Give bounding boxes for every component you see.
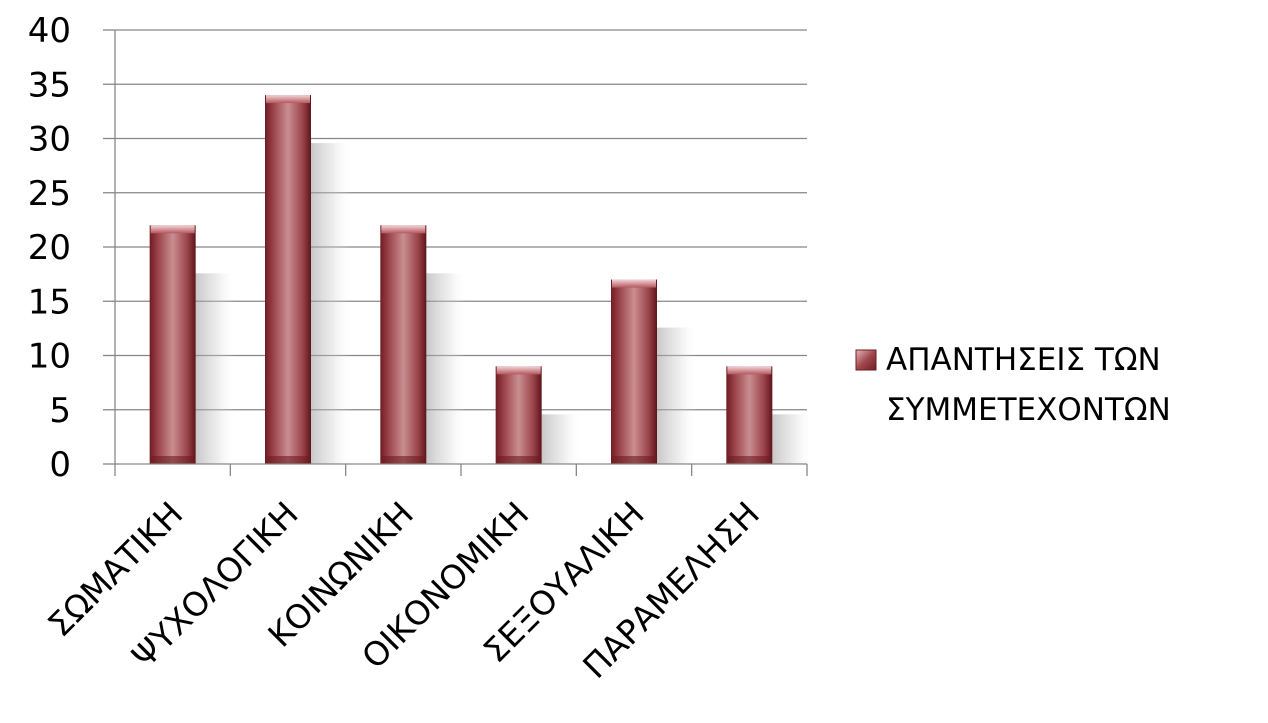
legend-label-line-1: ΑΠΑΝΤΗΣΕΙΣ ΤΩΝ [886, 342, 1161, 378]
legend-swatch [855, 349, 877, 371]
bar [611, 279, 657, 464]
bar-bottom-bevel [150, 456, 195, 464]
y-tick-label: 10 [28, 337, 71, 377]
y-tick-label: 15 [28, 282, 71, 322]
y-tick-label: 35 [28, 65, 71, 105]
bar-bottom-bevel [612, 456, 656, 464]
bar-top-bevel [612, 279, 656, 288]
bar-top-bevel [150, 225, 195, 234]
y-tick-label: 25 [28, 174, 71, 214]
bar-bottom-bevel [381, 456, 426, 464]
bar-shadow [426, 273, 467, 464]
bar-top-bevel [266, 95, 310, 104]
bar-shadow [311, 143, 351, 464]
bar-shadows [195, 143, 813, 464]
bar-bottom-bevel [727, 456, 772, 464]
bar-shadow [195, 273, 236, 464]
y-tick-label: 30 [28, 120, 71, 160]
legend: ΑΠΑΝΤΗΣΕΙΣ ΤΩΝ ΣΥΜΜΕΤΕΧΟΝΤΩΝ [855, 342, 1171, 428]
y-tick-label: 40 [28, 11, 71, 51]
bar [149, 225, 196, 464]
y-tick-labels: 0 5 10 15 20 25 30 35 40 [28, 11, 71, 485]
y-tick-label: 5 [49, 391, 71, 431]
bar-bottom-bevel [266, 456, 310, 464]
bar-top-bevel [496, 366, 541, 375]
y-tick-label: 0 [49, 445, 71, 485]
bar [495, 366, 542, 464]
bar [726, 366, 773, 464]
legend-label-line-2: ΣΥΜΜΕΤΕΧΟΝΤΩΝ [886, 392, 1171, 428]
y-tick-label: 20 [28, 228, 71, 268]
bars [149, 95, 773, 464]
bar-shadow [772, 414, 813, 464]
bar [380, 225, 427, 464]
axes [103, 29, 808, 476]
bar-top-bevel [381, 225, 426, 234]
x-category-labels: ΣΩΜΑΤΙΚΗΨΥΧΟΛΟΓΙΚΗΚΟΙΝΩΝΙΚΗΟΙΚΟΝΟΜΙΚΗΣΕΞ… [40, 494, 767, 686]
bar [265, 95, 311, 464]
bar-bottom-bevel [496, 456, 541, 464]
bar-top-bevel [727, 366, 772, 375]
bar-shadow [541, 414, 582, 464]
bar-shadow [657, 327, 697, 464]
